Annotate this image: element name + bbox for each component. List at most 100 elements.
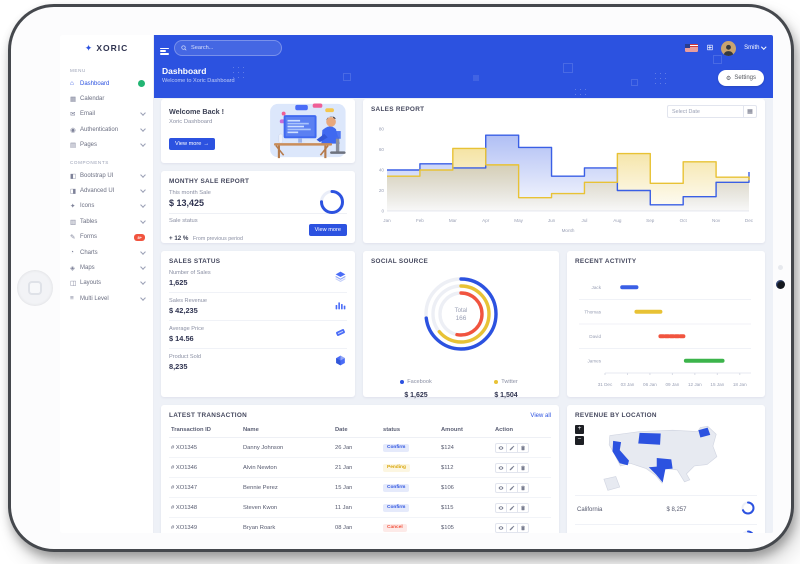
transaction-amount: $112 <box>439 457 493 478</box>
legend-item-twitter: Twitter $ 1,504 <box>494 379 518 399</box>
icons-icon: ✦ <box>70 203 76 211</box>
map-zoom-in-button[interactable]: + <box>575 425 584 434</box>
sidebar-item-dashboard[interactable]: ⌂ Dashboard <box>60 76 153 91</box>
user-menu[interactable]: Smith <box>744 44 766 51</box>
settings-button[interactable]: ⚙ Settings <box>717 70 764 86</box>
stat-label: Number of Sales <box>169 270 211 276</box>
search-icon <box>181 45 187 51</box>
svg-text:May: May <box>514 218 523 223</box>
transaction-name: Danny Johnson <box>241 437 333 458</box>
svg-text:31 Dec: 31 Dec <box>598 382 613 387</box>
monthly-view-more-button[interactable]: View more <box>308 224 347 236</box>
svg-text:Thomas: Thomas <box>584 309 601 314</box>
sales-status-row: Number of Sales 1,625 <box>169 265 347 293</box>
sidebar-item-maps[interactable]: ◈ Maps <box>60 260 153 275</box>
sidebar-item-multi-level[interactable]: ≡ Multi Level <box>60 291 153 306</box>
delete-button[interactable] <box>517 522 529 533</box>
svg-text:Total: Total <box>455 308 468 314</box>
calendar-icon[interactable]: ▦ <box>743 105 757 118</box>
welcome-title: Welcome Back ! <box>169 107 224 116</box>
delete-button[interactable] <box>517 442 529 453</box>
column-header-status: status <box>381 424 439 438</box>
sidebar-item-layouts[interactable]: ◫ Layouts <box>60 276 153 291</box>
sales-report-chart: 0 20 40 60 80 Jan Feb Mar Apr May Jun Jul Aug Sep Oct N… <box>371 123 757 240</box>
sidebar-item-email[interactable]: ✉ Email <box>60 107 153 122</box>
avatar[interactable] <box>721 40 737 56</box>
view-all-link[interactable]: View all <box>530 412 551 419</box>
multi-level-icon: ≡ <box>70 295 74 303</box>
transaction-date: 11 Jan <box>333 497 381 518</box>
header-decoration <box>473 75 479 81</box>
state-new-york[interactable] <box>698 427 711 438</box>
svg-text:80: 80 <box>379 127 385 132</box>
latest-transaction-card: LATEST TRANSACTION View all Transaction … <box>161 405 559 533</box>
transaction-amount: $124 <box>439 437 493 458</box>
search-input[interactable] <box>191 45 275 51</box>
sales-report-card: SALES REPORT ▦ 0 20 40 60 80 Jan Feb Mar Apr May J… <box>363 99 765 243</box>
sidebar-badge: 8+ <box>134 233 145 241</box>
chevron-down-icon <box>140 141 146 148</box>
page-subtitle: Welcome to Xoric Dashboard <box>162 78 235 84</box>
month-sale-value: $ 13,425 <box>169 198 205 208</box>
table-row: # XO1347 Bennie Perez 15 Jan Confirm $106 <box>169 477 551 498</box>
transaction-amount: $105 <box>439 517 493 533</box>
stat-label: Average Price <box>169 326 205 332</box>
transaction-id-link[interactable]: # XO1349 <box>169 517 241 533</box>
sidebar-item-advanced-ui[interactable]: ◨ Advanced UI <box>60 183 153 198</box>
sidebar-item-label: Charts <box>80 249 98 256</box>
chevron-down-icon <box>140 171 146 178</box>
transaction-name: Steven Kwon <box>241 497 333 518</box>
revenue-rows: California $ 8,257 New York$ 7,253 <box>575 495 757 533</box>
language-flag-icon[interactable] <box>685 44 699 52</box>
us-map[interactable] <box>598 421 734 495</box>
sidebar-item-pages[interactable]: ▤ Pages <box>60 138 153 153</box>
column-header-amount: Amount <box>439 424 493 438</box>
revenue-by-location-card: REVENUE BY LOCATION + − California $ <box>567 405 765 533</box>
svg-text:20: 20 <box>379 188 385 193</box>
transactions-table: Transaction ID Name Date status Amount Action… <box>169 424 551 533</box>
state-montana[interactable] <box>638 432 661 445</box>
sidebar-item-label: Multi Level <box>80 295 109 302</box>
sales-status-title: SALES STATUS <box>169 258 221 265</box>
sidebar-item-calendar[interactable]: ▦ Calendar <box>60 91 153 106</box>
svg-text:Jun: Jun <box>548 218 556 223</box>
state-texas[interactable] <box>648 458 673 483</box>
apps-grid-icon[interactable]: ⊞ <box>706 43 714 52</box>
svg-text:09 Jan: 09 Jan <box>665 382 679 387</box>
svg-text:Sep: Sep <box>646 218 655 223</box>
sidebar-item-tables[interactable]: ▥ Tables <box>60 214 153 229</box>
sidebar-item-forms[interactable]: ✎ Forms 8+ <box>60 230 153 245</box>
maps-icon: ◈ <box>70 264 75 272</box>
sidebar-item-icons[interactable]: ✦ Icons <box>60 199 153 214</box>
home-button[interactable] <box>17 270 53 306</box>
transaction-id-link[interactable]: # XO1345 <box>169 437 241 458</box>
sidebar-item-bootstrap-ui[interactable]: ◧ Bootstrap UI <box>60 168 153 183</box>
sidebar-toggle-icon[interactable] <box>160 46 169 56</box>
monthly-sale-report-card: MONTHY SALE REPORT This month Sale $ 13,… <box>161 171 355 243</box>
sidebar-item-charts[interactable]: ◔ Charts <box>60 245 153 260</box>
sidebar-item-authentication[interactable]: ◉ Authentication <box>60 122 153 137</box>
select-date-input[interactable] <box>667 105 743 118</box>
delete-button[interactable] <box>517 502 529 513</box>
header-decoration <box>713 55 722 64</box>
chevron-down-icon <box>140 264 146 270</box>
month-sale-label: This month Sale <box>169 190 211 196</box>
layers-icon <box>334 270 347 288</box>
stat-label: Sales Revenue <box>169 298 207 304</box>
welcome-view-more-button[interactable]: View more → <box>169 138 215 150</box>
map-zoom-out-button[interactable]: − <box>575 436 584 445</box>
svg-text:Apr: Apr <box>482 218 490 223</box>
delete-button[interactable] <box>517 482 529 493</box>
revenue-location-title: REVENUE BY LOCATION <box>575 412 657 419</box>
authentication-icon: ◉ <box>70 126 76 134</box>
sales-status-row: Product Sold 8,235 <box>169 349 347 376</box>
transaction-id-link[interactable]: # XO1348 <box>169 497 241 518</box>
delete-button[interactable] <box>517 462 529 473</box>
monthly-progress-donut <box>319 189 345 220</box>
transaction-id-link[interactable]: # XO1346 <box>169 457 241 478</box>
state-california[interactable] <box>612 440 629 466</box>
sidebar-section-label: COMPONENTS <box>70 159 109 165</box>
svg-text:Jack: Jack <box>592 285 602 290</box>
brand-logo[interactable]: ✦ XORIC <box>60 35 153 61</box>
transaction-id-link[interactable]: # XO1347 <box>169 477 241 498</box>
